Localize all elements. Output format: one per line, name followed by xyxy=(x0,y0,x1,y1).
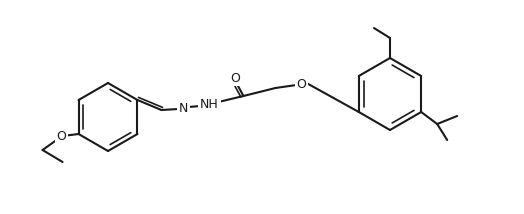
Text: N: N xyxy=(179,101,188,114)
Text: NH: NH xyxy=(200,98,219,110)
Text: O: O xyxy=(231,71,241,85)
Text: O: O xyxy=(297,77,307,91)
Text: O: O xyxy=(57,131,67,144)
